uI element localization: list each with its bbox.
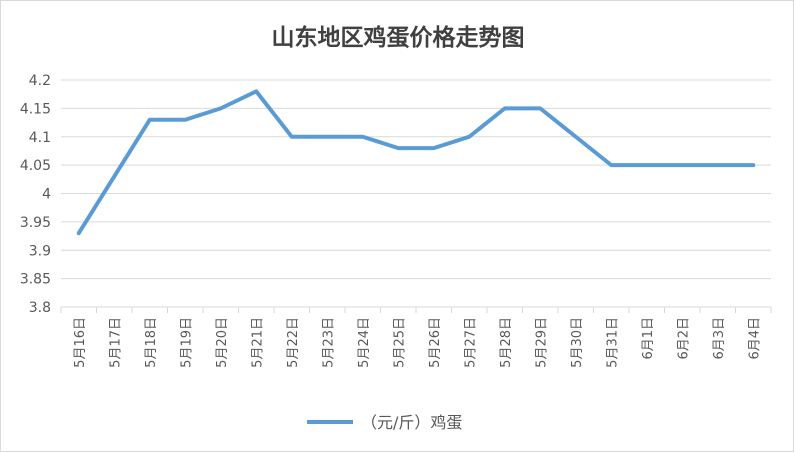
x-tick-label: 5月16日 <box>73 317 88 368</box>
y-tick-label: 4.05 <box>20 158 51 174</box>
x-tick-label: 5月20日 <box>215 317 230 368</box>
y-tick-label: 4.2 <box>29 73 51 89</box>
x-tick-label: 5月21日 <box>250 317 265 368</box>
legend-label: （元/斤）鸡蛋 <box>361 413 462 432</box>
x-tick-label: 5月28日 <box>499 317 514 368</box>
y-tick-label: 3.95 <box>20 215 51 231</box>
x-axis-ticks: 5月16日 5月17日 5月18日 5月19日 5月20日 5月21日 5月22日 5月23日… <box>73 317 763 368</box>
x-tick-label: 5月17日 <box>108 317 123 368</box>
x-tick-label: 5月24日 <box>357 317 372 368</box>
y-tick-label: 4 <box>42 187 51 203</box>
x-tick-label: 5月29日 <box>534 317 549 368</box>
y-tick-label: 3.85 <box>20 272 51 288</box>
x-tick-label: 6月4日 <box>747 317 762 360</box>
y-axis-ticks: 3.8 3.85 3.9 3.95 4 4.05 4.1 4.15 4.2 <box>20 73 51 316</box>
x-tick-label: 5月31日 <box>605 317 620 368</box>
x-tick-label: 5月18日 <box>144 317 159 368</box>
chart-title: 山东地区鸡蛋价格走势图 <box>272 24 525 51</box>
gridlines <box>60 79 772 313</box>
x-tick-label: 5月30日 <box>570 317 585 368</box>
x-tick-label: 5月27日 <box>463 317 478 368</box>
series-line <box>76 89 756 236</box>
y-tick-label: 3.8 <box>29 300 51 316</box>
legend: （元/斤）鸡蛋 <box>307 413 462 432</box>
x-tick-label: 5月26日 <box>428 317 443 368</box>
series-layer <box>76 89 756 236</box>
x-tick-label: 5月23日 <box>321 317 336 368</box>
y-tick-label: 3.9 <box>29 243 51 259</box>
x-tick-label: 5月19日 <box>179 317 194 368</box>
y-tick-label: 4.1 <box>29 130 51 146</box>
y-tick-label: 4.15 <box>20 101 51 117</box>
x-tick-label: 6月2日 <box>676 317 691 360</box>
x-tick-label: 5月22日 <box>286 317 301 368</box>
x-tick-label: 6月1日 <box>641 317 656 360</box>
x-tick-label: 6月3日 <box>712 317 727 360</box>
x-tick-label: 5月25日 <box>392 317 407 368</box>
